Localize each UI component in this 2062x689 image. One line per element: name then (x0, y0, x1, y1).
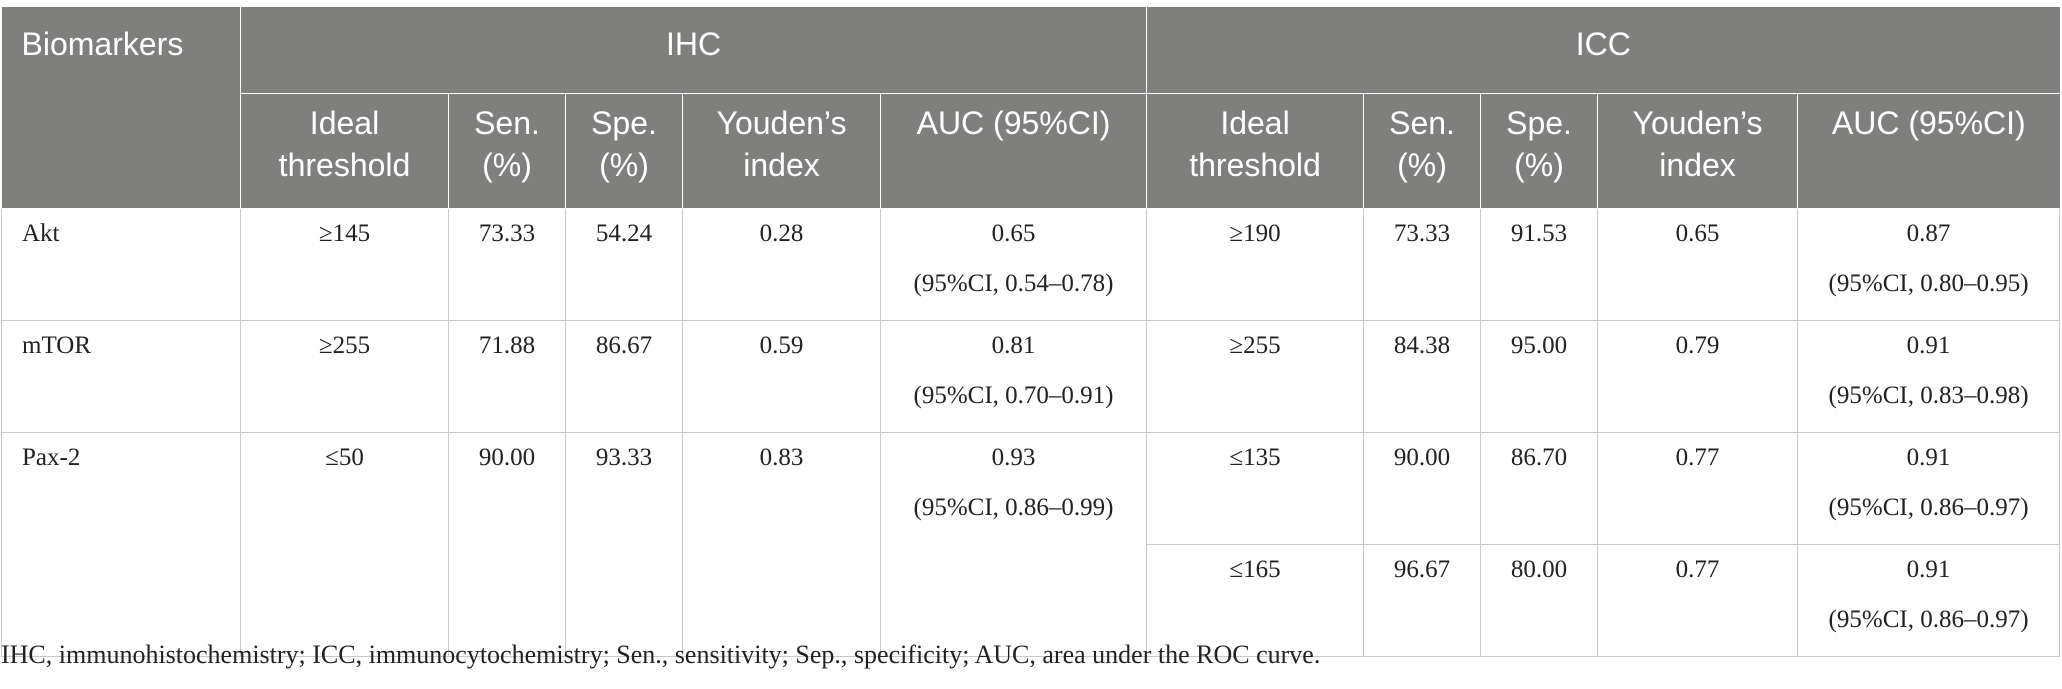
auc-ci: (95%CI, 0.86–0.97) (1828, 606, 2029, 633)
auc-ci: (95%CI, 0.83–0.98) (1828, 382, 2029, 409)
column-header-ihc-youden: Youden’s index (682, 93, 881, 209)
column-header-icc-threshold: Ideal threshold (1146, 93, 1365, 209)
icc-spe: 86.70 (1480, 432, 1599, 545)
auc-value: 0.87 (1906, 220, 1951, 247)
auc-ci: (95%CI, 0.86–0.99) (913, 494, 1114, 521)
ihc-youden: 0.59 (682, 320, 881, 433)
biomarker-name: Akt (1, 208, 241, 321)
ihc-sen: 71.88 (448, 320, 566, 433)
auc-ci: (95%CI, 0.80–0.95) (1828, 270, 2029, 297)
biomarker-name: mTOR (1, 320, 241, 433)
icc-auc: 0.91 (95%CI, 0.86–0.97) (1797, 432, 2061, 545)
header-row-groups: Biomarkers IHC ICC (1, 7, 2060, 209)
icc-youden: 0.79 (1597, 320, 1799, 433)
ihc-auc: 0.65 (95%CI, 0.54–0.78) (879, 208, 1148, 321)
icc-threshold: ≤165 (1146, 544, 1365, 657)
ihc-spe: 54.24 (565, 208, 683, 321)
column-group-icc: ICC (1146, 7, 2060, 94)
column-group-ihc: IHC (240, 7, 1148, 94)
icc-youden: 0.77 (1597, 432, 1799, 545)
ihc-sen: 73.33 (448, 208, 566, 321)
auc-ci: (95%CI, 0.70–0.91) (913, 382, 1114, 409)
icc-youden: 0.77 (1597, 544, 1799, 657)
ihc-threshold: ≥255 (240, 320, 449, 433)
biomarker-name: Pax-2 (1, 432, 241, 657)
column-header-ihc-sen: Sen. (%) (448, 93, 566, 209)
auc-value: 0.91 (1906, 556, 1951, 583)
icc-sen: 73.33 (1363, 208, 1482, 321)
auc-value: 0.91 (1906, 444, 1951, 471)
icc-spe: 80.00 (1480, 544, 1599, 657)
ihc-youden: 0.28 (682, 208, 881, 321)
icc-sen: 96.67 (1363, 544, 1482, 657)
ihc-threshold: ≥145 (240, 208, 449, 321)
auc-ci: (95%CI, 0.54–0.78) (913, 270, 1114, 297)
column-header-icc-auc: AUC (95%CI) (1797, 93, 2060, 209)
column-header-icc-spe: Spe. (%) (1480, 93, 1599, 209)
biomarker-table: Biomarkers IHC ICC Ideal threshold Sen. (%… (1, 7, 2061, 657)
ihc-threshold: ≤50 (240, 432, 449, 657)
table-row-pax2: Pax-2 ≤50 90.00 93.33 0.83 0.93 (95%CI, 0… (1, 432, 2061, 657)
table-row-akt: Akt ≥145 73.33 54.24 0.28 0.65 (95%CI, 0.… (1, 208, 2061, 321)
ihc-auc: 0.81 (95%CI, 0.70–0.91) (879, 320, 1148, 433)
icc-auc: 0.91 (95%CI, 0.83–0.98) (1797, 320, 2061, 433)
icc-auc: 0.87 (95%CI, 0.80–0.95) (1797, 208, 2061, 321)
icc-threshold: ≤135 (1146, 432, 1365, 545)
column-header-ihc-spe: Spe. (%) (565, 93, 683, 209)
icc-youden: 0.65 (1597, 208, 1799, 321)
column-header-ihc-auc: AUC (95%CI) (880, 93, 1148, 209)
ihc-spe: 93.33 (565, 432, 683, 657)
column-header-icc-sen: Sen. (%) (1363, 93, 1482, 209)
icc-threshold: ≥255 (1146, 320, 1365, 433)
icc-sen: 90.00 (1363, 432, 1482, 545)
table-footnote: IHC, immunohistochemistry; ICC, immunocy… (1, 640, 1321, 669)
table-row-mtor: mTOR ≥255 71.88 86.67 0.59 0.81 (95%CI, 0… (1, 320, 2061, 433)
header-row-subcolumns: Ideal threshold Sen. (%) Spe. (%) Youden’s i… (2, 93, 2060, 209)
ihc-youden: 0.83 (682, 432, 881, 657)
icc-spe: 95.00 (1480, 320, 1599, 433)
auc-value: 0.91 (1906, 332, 1951, 359)
table-row-pax2-sub: ≤165 96.67 80.00 0.77 0.91 (95%CI, 0.86–0… (2, 544, 2061, 657)
icc-threshold: ≥190 (1146, 208, 1365, 321)
ihc-auc: 0.93 (95%CI, 0.86–0.99) (879, 432, 1148, 657)
icc-sen: 84.38 (1363, 320, 1482, 433)
ihc-spe: 86.67 (565, 320, 683, 433)
icc-auc: 0.91 (95%CI, 0.86–0.97) (1797, 544, 2061, 657)
column-header-icc-youden: Youden’s index (1597, 93, 1799, 209)
auc-ci: (95%CI, 0.86–0.97) (1828, 494, 2029, 521)
column-header-biomarkers: Biomarkers (1, 7, 241, 209)
auc-value: 0.81 (991, 332, 1036, 359)
auc-value: 0.65 (991, 220, 1036, 247)
auc-value: 0.93 (991, 444, 1036, 471)
column-header-ihc-threshold: Ideal threshold (240, 93, 449, 209)
ihc-sen: 90.00 (448, 432, 566, 657)
icc-spe: 91.53 (1480, 208, 1599, 321)
